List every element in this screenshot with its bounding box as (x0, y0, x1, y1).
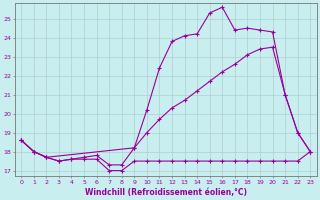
X-axis label: Windchill (Refroidissement éolien,°C): Windchill (Refroidissement éolien,°C) (85, 188, 247, 197)
